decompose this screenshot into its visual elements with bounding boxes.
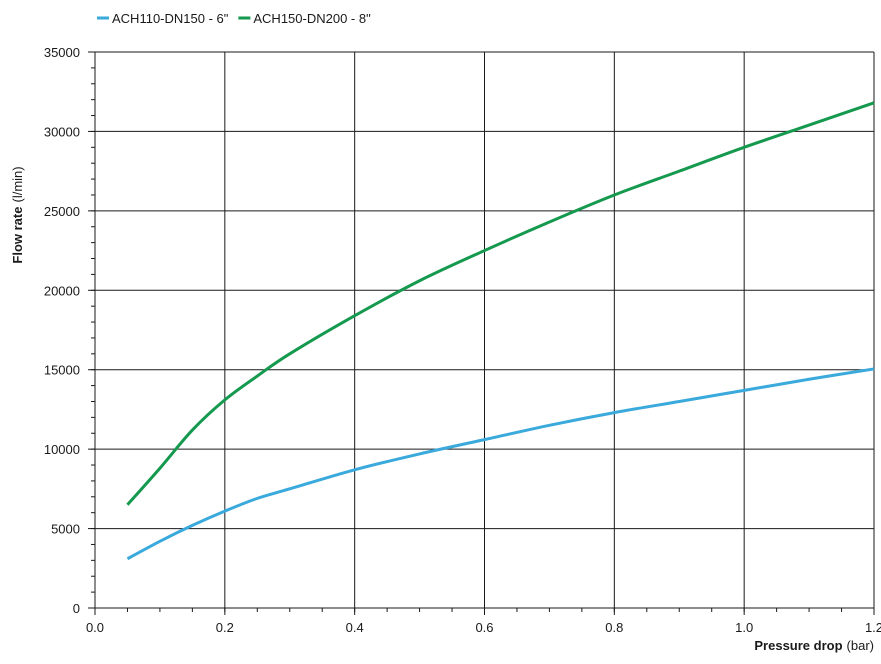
x-tick-label: 0.4 <box>346 620 364 635</box>
y-tick-label: 20000 <box>44 283 80 298</box>
x-axis-title: Pressure drop (bar) <box>754 638 874 653</box>
x-tick-label: 0.2 <box>216 620 234 635</box>
grid <box>95 51 875 608</box>
y-tick-label: 15000 <box>44 363 80 378</box>
y-tick-label: 30000 <box>44 124 80 139</box>
x-tick-label: 1.2 <box>865 620 881 635</box>
y-tick-label: 10000 <box>44 442 80 457</box>
y-tick-label: 35000 <box>44 45 80 60</box>
legend-label-1: ACH110-DN150 - 6" <box>112 11 229 26</box>
x-tick-label: 0.6 <box>475 620 493 635</box>
y-tick-label: 0 <box>73 601 80 616</box>
series-line-2 <box>126 101 875 506</box>
y-axis-title: Flow rate(l/min) <box>10 166 25 263</box>
series-lines <box>126 101 875 561</box>
x-tick-label: 0.0 <box>86 620 104 635</box>
y-tick-label: 5000 <box>51 522 80 537</box>
x-tick-label: 1.0 <box>735 620 753 635</box>
series-line-1 <box>126 367 875 561</box>
legend-label-2: ACH150-DN200 - 8" <box>253 11 371 26</box>
axis-labels: 0.0 0.2 0.4 0.6 0.8 1.0 1.2 0 5000 10000 15000 2000… <box>10 45 881 653</box>
axes <box>88 51 875 615</box>
x-tick-label: 0.8 <box>605 620 623 635</box>
y-tick-label: 25000 <box>44 204 80 219</box>
legend: ACH110-DN150 - 6" ACH150-DN200 - 8" <box>97 11 371 26</box>
